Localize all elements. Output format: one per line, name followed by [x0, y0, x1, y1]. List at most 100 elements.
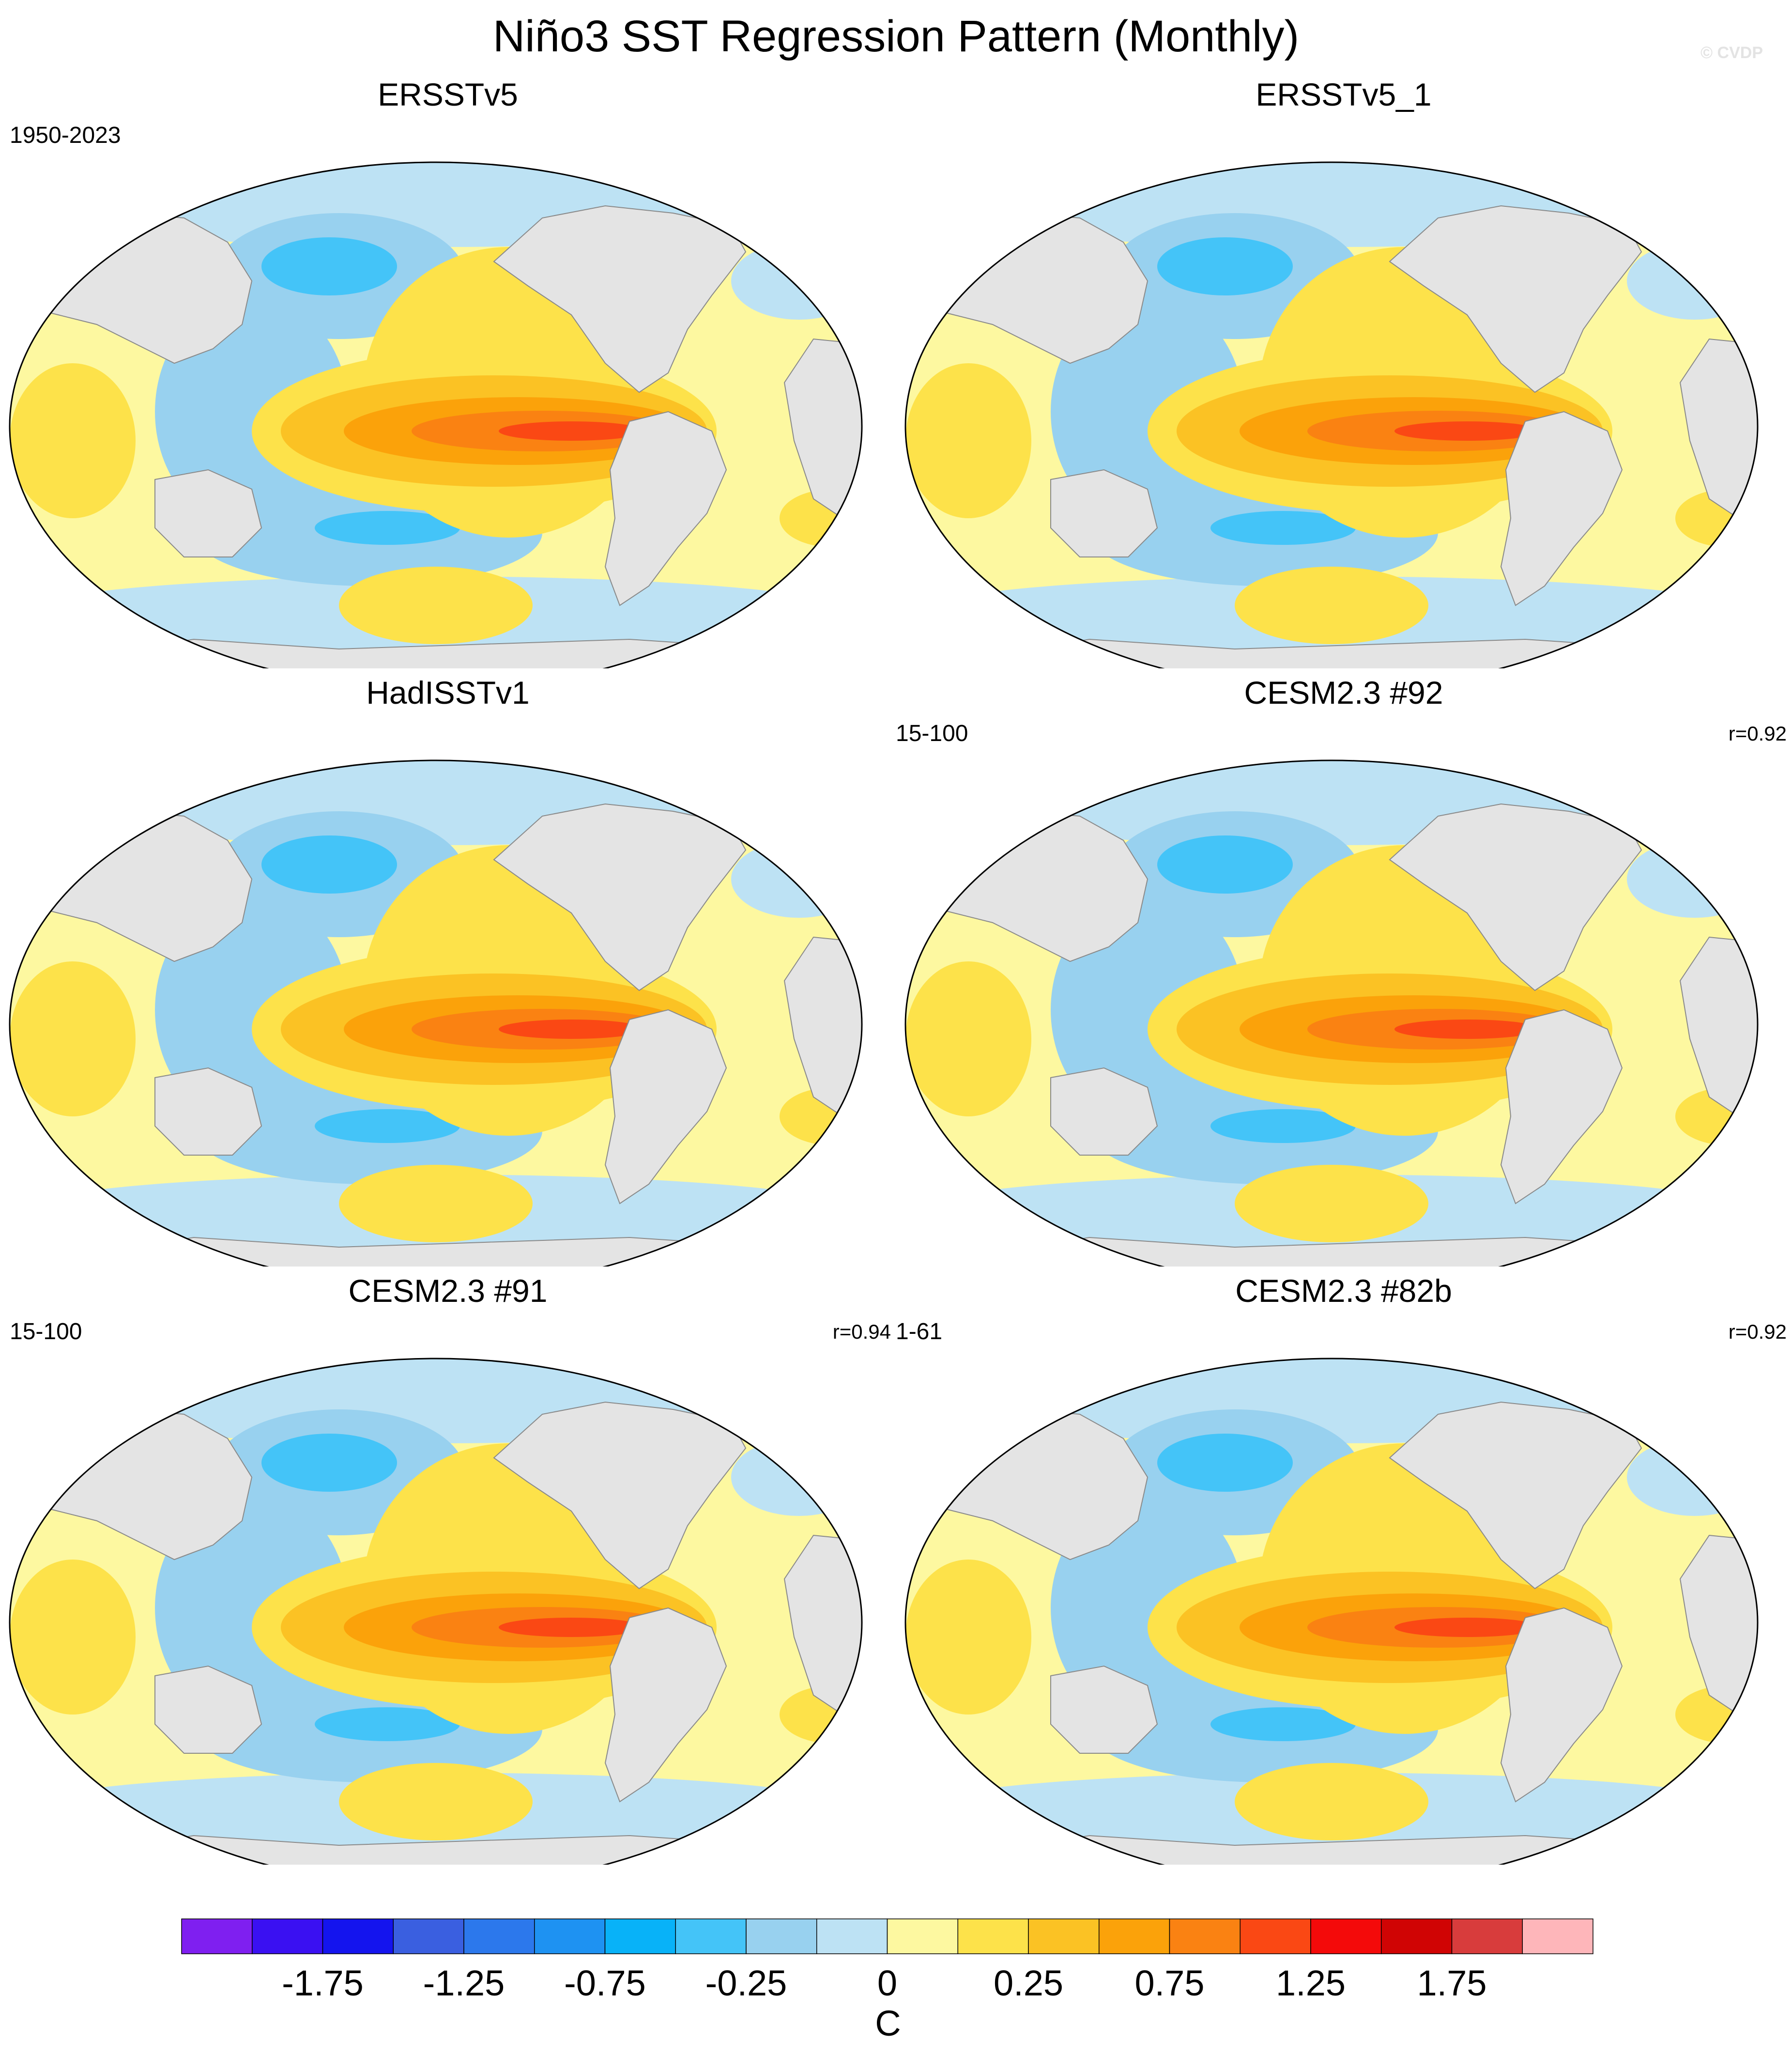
south-pacific-cool-core — [1210, 1707, 1356, 1741]
panel-title: ERSSTv5 — [378, 77, 518, 112]
panel-title: CESM2.3 #82b — [1235, 1273, 1452, 1309]
panel-title: HadISSTv1 — [366, 675, 530, 711]
colorbar-tick-label: -0.75 — [564, 1963, 646, 2003]
south-pacific-cool-core — [1210, 1109, 1356, 1143]
land-greenland — [1631, 764, 1715, 822]
regression-map — [9, 759, 863, 1267]
figure-title: Niño3 SST Regression Pattern (Monthly) — [492, 12, 1300, 61]
indian-ocean-warm — [905, 363, 1031, 518]
colorbar-tick-label: 1.25 — [1275, 1963, 1346, 2003]
south-pacific-warm — [1235, 1763, 1428, 1840]
map-panel: CESM2.3 #82b 1-61 r=0.92 — [896, 1269, 1792, 1865]
land-australia — [154, 469, 262, 557]
cool-band-north — [905, 1359, 1758, 1443]
north-pacific-cool-core — [1157, 237, 1293, 295]
colorbar-swatch — [322, 1918, 394, 1954]
atlantic-cool — [1627, 1438, 1758, 1516]
panel-title: CESM2.3 #92 — [1244, 675, 1443, 711]
regression-map — [904, 161, 1759, 668]
atlantic-cool — [1627, 242, 1758, 320]
south-pacific-warm — [339, 1763, 533, 1840]
colorbar-swatch — [1240, 1918, 1311, 1954]
colorbar-swatch — [887, 1918, 958, 1954]
colorbar: -1.75 -1.25 -0.75 -0.25 0 0.25 0.75 1.25 1.75 C — [0, 1918, 1792, 2055]
colorbar-swatch — [1310, 1918, 1382, 1954]
indian-ocean-warm — [10, 363, 136, 518]
period-label: 15-100 — [10, 1319, 82, 1344]
cool-band-north — [905, 162, 1758, 247]
colorbar-tick-label: 0.25 — [993, 1963, 1064, 2003]
colorbar-tick-label: 0 — [877, 1963, 898, 2003]
colorbar-swatch — [534, 1918, 606, 1954]
colorbar-swatch — [957, 1918, 1029, 1954]
land-australia — [1050, 469, 1158, 557]
regression-map — [9, 1358, 863, 1865]
cool-band-north — [905, 760, 1758, 845]
land-southAmerica — [1500, 411, 1623, 606]
sst-field — [905, 162, 1758, 668]
colorbar-swatch — [1028, 1918, 1100, 1954]
map-panel: HadISSTv1 — [0, 671, 896, 1267]
land-southAmerica — [604, 411, 727, 606]
south-pacific-cool-core — [315, 1707, 460, 1741]
south-pacific-cool-core — [1210, 511, 1356, 545]
globe-outline — [9, 759, 863, 1267]
colorbar-swatch — [675, 1918, 747, 1954]
land-greenland — [735, 764, 819, 822]
colorbar-swatch — [1381, 1918, 1453, 1954]
map-panel: ERSSTv5 1950-2023 — [0, 73, 896, 668]
north-pacific-cool-core — [261, 1434, 397, 1492]
atlantic-cool — [731, 840, 862, 918]
land-southAmerica — [604, 1607, 727, 1803]
atlantic-cool — [731, 242, 862, 320]
south-pacific-warm — [1235, 567, 1428, 644]
cool-band-north — [10, 1359, 862, 1443]
panel-title: CESM2.3 #91 — [348, 1273, 548, 1309]
regression-map — [904, 759, 1759, 1267]
land-southAmerica — [604, 1009, 727, 1205]
land-northAmerica — [493, 205, 747, 393]
colorbar-unit: C — [875, 2003, 901, 2043]
warm-tongue-core — [499, 421, 644, 441]
land-southAmerica — [1500, 1607, 1623, 1803]
period-label: 15-100 — [896, 721, 968, 746]
period-label: 1-61 — [896, 1319, 943, 1344]
south-pacific-warm — [339, 1165, 533, 1242]
regression-map — [904, 1358, 1759, 1865]
land-australia — [1050, 1665, 1158, 1754]
north-pacific-cool-core — [261, 237, 397, 295]
north-pacific-cool-core — [1157, 1434, 1293, 1492]
atlantic-cool — [731, 1438, 862, 1516]
land-australia — [1050, 1067, 1158, 1156]
land-greenland — [735, 1362, 819, 1420]
colorbar-tick-label: -0.25 — [705, 1963, 787, 2003]
panel-title: ERSSTv5_1 — [1256, 77, 1432, 112]
pattern-correlation-label: r=0.94 — [832, 1320, 891, 1343]
north-pacific-cool-core — [1157, 835, 1293, 894]
sst-field — [905, 760, 1758, 1267]
colorbar-swatch — [181, 1918, 253, 1954]
globe-outline — [9, 1358, 863, 1865]
colorbar-swatch — [1099, 1918, 1170, 1954]
regression-map — [9, 161, 863, 668]
south-pacific-cool-core — [315, 1109, 460, 1143]
map-panel: CESM2.3 #91 15-100 r=0.94 — [0, 1269, 896, 1865]
north-pacific-cool-core — [261, 835, 397, 894]
colorbar-swatch — [1522, 1918, 1593, 1954]
cool-band-north — [10, 162, 862, 247]
colorbar-tick-label: -1.25 — [423, 1963, 505, 2003]
atlantic-cool — [1627, 840, 1758, 918]
colorbar-swatch — [463, 1918, 535, 1954]
land-greenland — [1631, 1362, 1715, 1420]
colorbar-swatches — [181, 1918, 1593, 1954]
south-pacific-warm — [1235, 1165, 1428, 1242]
warm-tongue-core — [499, 1020, 644, 1039]
warm-tongue-core — [1394, 1020, 1540, 1039]
indian-ocean-warm — [10, 961, 136, 1116]
globe-outline — [9, 161, 863, 668]
colorbar-tick-label: 0.75 — [1134, 1963, 1205, 2003]
land-northAmerica — [1389, 205, 1642, 393]
pattern-correlation-label: r=0.92 — [1728, 722, 1787, 745]
land-australia — [154, 1665, 262, 1754]
period-label: 1950-2023 — [10, 123, 121, 148]
